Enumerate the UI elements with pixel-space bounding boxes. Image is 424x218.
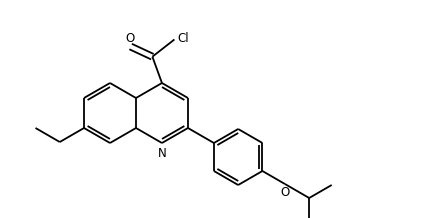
Text: Cl: Cl: [178, 32, 189, 45]
Text: O: O: [125, 32, 134, 44]
Text: O: O: [280, 187, 290, 199]
Text: N: N: [158, 147, 166, 160]
